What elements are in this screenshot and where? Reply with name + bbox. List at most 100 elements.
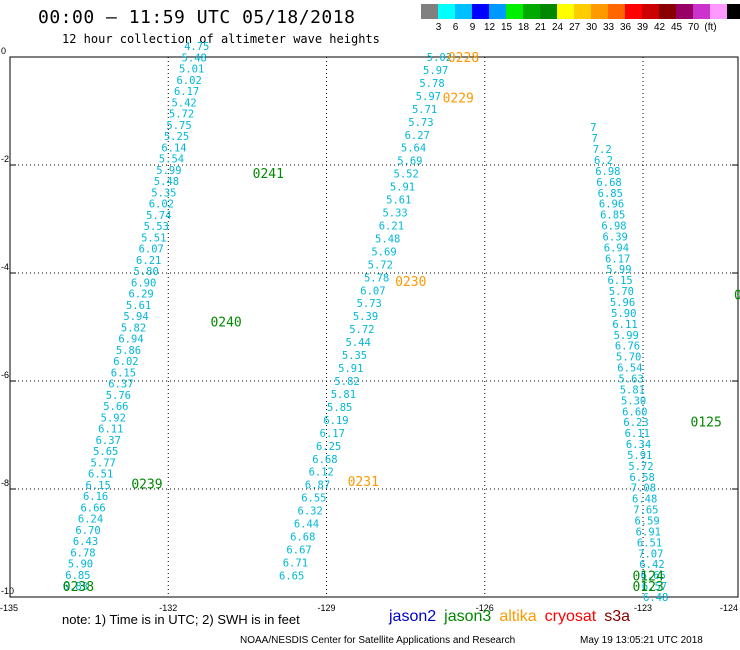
y-tick-label: 0 [1,46,6,56]
swh-value: 5.73 [408,117,433,129]
color-scale-swatch [727,4,740,19]
swh-value: 5.86 [116,345,141,357]
swh-value: 6.44 [294,519,319,531]
swh-value: 5.91 [390,182,415,194]
swh-value: 5.99 [606,264,631,276]
mission-altika: altika [499,608,537,625]
swh-value: 6.02 [149,199,174,211]
color-scale-label: 39 [636,22,649,33]
chart-subtitle: 12 hour collection of altimeter wave hei… [62,32,380,46]
swh-value: 5.82 [334,376,359,388]
generation-timestamp: May 19 13:05:21 UTC 2018 [580,635,703,646]
color-scale-swatch [574,4,591,19]
swh-value: 6.48 [643,592,668,604]
swh-value: 6.87 [305,480,330,492]
swh-value: 6.60 [622,406,647,418]
color-scale-swatch [506,4,523,19]
swh-value: 6.70 [75,525,100,537]
swh-value: 5.54 [159,154,184,166]
swh-value: 6.65 [641,570,666,582]
swh-value: 5.73 [357,298,382,310]
swh-value: 5.92 [101,412,126,424]
pass-label: 0238 [63,580,94,595]
swh-value: 6.55 [301,493,326,505]
plot-frame [9,56,739,598]
color-scale-label: 36 [619,22,632,33]
color-scale-label: 70 [687,22,700,33]
x-tick-label: -123 [634,603,652,613]
footer-note: note: 1) Time is in UTC; 2) SWH is in fe… [62,612,300,627]
swh-value: 6.68 [596,177,621,189]
swh-value: 7 [590,122,596,134]
swh-value: 6.54 [617,363,642,375]
swh-value: 5.39 [353,311,378,323]
swh-value: 5.61 [386,195,411,207]
x-tick-label: -135 [0,603,18,613]
color-scale-swatch [642,4,659,19]
color-scale-swatch [557,4,574,19]
swh-value: 6.16 [83,491,108,503]
color-scale-swatch [438,4,455,19]
x-tick-label: -132 [159,603,177,613]
swh-value: 6.98 [595,166,620,178]
swh-value: 5.81 [331,389,356,401]
pass-label: 0228 [448,51,479,66]
color-scale-label: 12 [483,22,496,33]
y-tick-label: -10 [1,586,14,596]
swh-value: 5.91 [338,363,363,375]
swh-value: 6.94 [604,242,629,254]
swh-value: 5.53 [144,221,169,233]
swh-value: 5.70 [616,352,641,364]
swh-value: 6.65 [279,570,304,582]
color-scale-swatch [625,4,642,19]
pass-label: 0123 [632,580,663,595]
swh-value: 6.68 [290,532,315,544]
swh-value: 5.30 [621,395,646,407]
x-tick-label: -124 [720,603,738,613]
swh-value: 6.90 [131,277,156,289]
swh-value: 6.11 [98,424,123,436]
swh-value: 7 [592,133,598,145]
color-scale-label: 30 [585,22,598,33]
mission-legend: jason2 jason3 altika cryosat s3a [389,608,638,626]
swh-value: 5.01 [179,64,204,76]
swh-value: 6.21 [379,220,404,232]
swh-value: 6.67 [286,544,311,556]
swh-value: 5.74 [146,210,171,222]
swh-value: 6.42 [639,559,664,571]
swh-value: 5.80 [134,266,159,278]
mission-cryosat: cryosat [544,608,597,625]
color-scale-label: 45 [670,22,683,33]
swh-value: 5.35 [342,350,367,362]
swh-value: 6.15 [607,275,632,287]
swh-value: 6.39 [603,231,628,243]
swh-value: 6.23 [623,417,648,429]
color-scale-swatch [540,4,557,19]
swh-value: 6.78 [70,547,95,559]
swh-value: 5.99 [614,330,639,342]
swh-value: 5.72 [349,324,374,336]
color-scale-label: 24 [551,22,564,33]
swh-value: 5.75 [166,120,191,132]
swh-value: 6.15 [86,480,111,492]
swh-value: 6.17 [605,253,630,265]
swh-value: 5.66 [103,401,128,413]
y-tick-label: -4 [1,262,9,272]
swh-value: 5.97 [416,91,441,103]
swh-value: 6.25 [316,441,341,453]
swh-value: 5.61 [126,300,151,312]
swh-value: 5.48 [154,176,179,188]
y-tick-label: -2 [1,154,9,164]
mission-s3a: s3a [604,608,631,625]
chart-title: 00:00 – 11:59 UTC 05/18/2018 [38,7,356,28]
swh-value: 6.07 [360,285,385,297]
pass-label: 0241 [253,167,284,182]
swh-value: 5.69 [371,246,396,258]
swh-value: 5.48 [182,52,207,64]
swh-value: 6.91 [636,526,661,538]
swh-value: 6.34 [626,439,651,451]
swh-value: 5.78 [419,78,444,90]
color-scale-label: 21 [534,22,547,33]
swh-value: 6.14 [161,142,186,154]
